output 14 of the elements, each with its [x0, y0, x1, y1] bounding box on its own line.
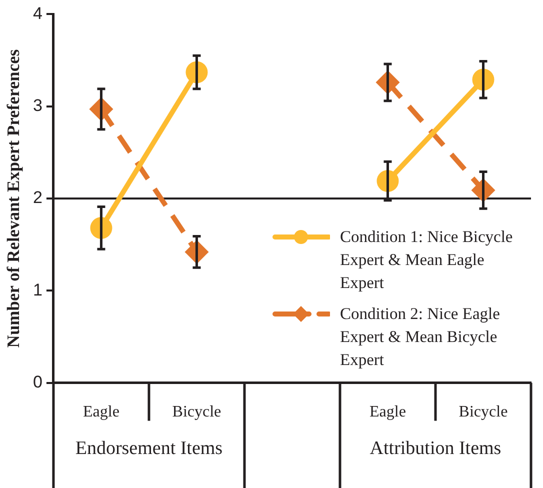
x-tick-label: Bicycle — [458, 404, 508, 421]
text: Attribution Items — [370, 438, 502, 459]
y-tick-label: 1 — [32, 280, 42, 300]
x-tick-label: Eagle — [83, 404, 120, 421]
y-tick-label: 0 — [32, 372, 42, 392]
text: Endorsement Items — [75, 438, 223, 459]
y-tick-label: 3 — [32, 96, 42, 116]
x-tick-label: Bicycle — [172, 404, 222, 421]
legend-label: Condition 2: Nice Eagle Expert & Mean Bicycle Expert — [340, 303, 501, 371]
y-tick-label: 4 — [32, 4, 42, 23]
x-tick-label: Eagle — [370, 404, 406, 421]
y-axis-title: Number of Relevant Expert Preferences — [3, 49, 24, 348]
legend-label: Condition 1: Nice Bicycle Expert & Mean Eagle Expert — [340, 226, 514, 294]
y-tick-label: 2 — [32, 188, 42, 208]
